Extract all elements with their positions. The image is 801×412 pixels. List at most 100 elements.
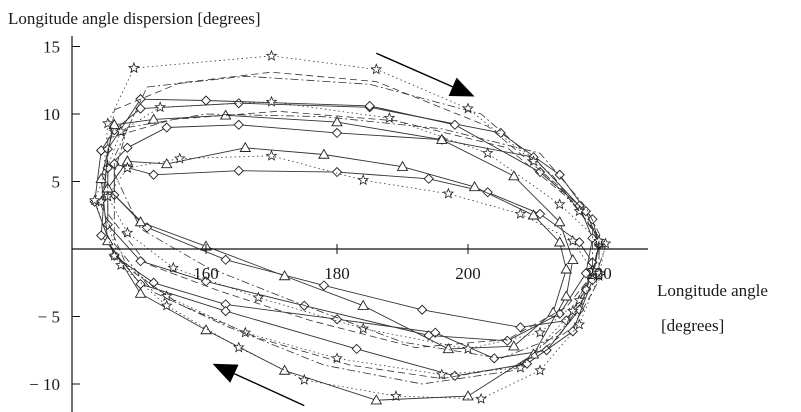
x-tick-label: 220 xyxy=(586,264,612,283)
data-point-star xyxy=(173,152,186,164)
data-point-star xyxy=(357,322,370,334)
arrow-shaft-2 xyxy=(234,373,305,407)
series-12 xyxy=(113,113,606,359)
data-point-diamond xyxy=(534,208,546,220)
data-point-triangle xyxy=(239,141,252,152)
series-line xyxy=(100,71,600,380)
data-point-star xyxy=(573,205,586,217)
ticks: 160 180 200 220 15 10 5 − 5 − 10 xyxy=(29,38,612,395)
data-point-star xyxy=(265,49,278,61)
data-point-diamond xyxy=(161,122,172,133)
data-point-triangle xyxy=(436,133,448,144)
data-point-star xyxy=(101,117,114,129)
data-point-star xyxy=(514,207,527,219)
data-point-diamond xyxy=(449,370,461,382)
data-point-diamond xyxy=(318,280,330,291)
series-9 xyxy=(101,149,599,354)
data-point-star xyxy=(370,63,383,75)
data-point-diamond xyxy=(449,119,461,130)
series-8 xyxy=(88,95,605,380)
data-point-star xyxy=(115,125,127,137)
series-line xyxy=(94,101,600,376)
data-point-star xyxy=(331,352,343,364)
data-point-diamond xyxy=(495,127,506,139)
data-point-diamond xyxy=(423,173,434,184)
data-point-star xyxy=(435,368,448,380)
series-line xyxy=(107,155,593,350)
data-point-triangle xyxy=(527,209,540,220)
data-point-diamond xyxy=(233,165,244,176)
data-point-star xyxy=(357,174,370,186)
data-point-diamond xyxy=(148,169,159,180)
data-point-diamond xyxy=(482,187,493,198)
data-point-triangle xyxy=(357,299,369,310)
data-point-star xyxy=(390,389,402,402)
series-10 xyxy=(100,71,600,380)
data-point-triangle xyxy=(331,116,343,127)
data-point-star xyxy=(108,249,121,261)
direction-arrows xyxy=(212,52,475,407)
series-line xyxy=(94,102,600,359)
series-layer xyxy=(88,49,612,405)
series-7 xyxy=(95,49,612,404)
data-point-triangle xyxy=(442,342,455,354)
data-point-diamond xyxy=(567,326,578,337)
x-tick-label: 200 xyxy=(455,264,481,283)
series-line xyxy=(100,114,574,401)
y-tick-label: 10 xyxy=(43,105,60,124)
data-point-star xyxy=(462,342,474,354)
data-point-triangle xyxy=(101,234,114,246)
data-point-diamond xyxy=(580,268,592,279)
series-line xyxy=(113,163,593,328)
data-point-triangle xyxy=(147,113,160,124)
data-point-triangle xyxy=(567,253,579,264)
data-point-triangle xyxy=(134,216,147,227)
y-tick-label: 5 xyxy=(52,173,61,192)
data-point-star xyxy=(154,101,166,113)
data-point-triangle xyxy=(508,340,520,351)
series-2 xyxy=(102,119,598,346)
data-point-star xyxy=(88,194,101,206)
data-point-triangle xyxy=(160,158,173,169)
data-point-star xyxy=(121,226,134,238)
series-line xyxy=(107,147,567,350)
data-point-diamond xyxy=(489,353,500,364)
data-point-star xyxy=(527,155,540,167)
data-point-star xyxy=(475,392,487,404)
data-point-triangle xyxy=(318,148,330,159)
data-point-diamond xyxy=(220,305,231,317)
data-point-triangle xyxy=(508,170,520,181)
data-point-triangle xyxy=(468,180,481,192)
data-point-diamond xyxy=(331,314,343,325)
data-point-star xyxy=(298,373,311,385)
data-point-star xyxy=(167,261,180,273)
y-axis-label: Longitude angle dispersion [degrees] xyxy=(8,9,261,28)
data-point-star xyxy=(514,361,527,373)
data-point-triangle xyxy=(396,160,409,171)
x-tick-label: 180 xyxy=(324,264,350,283)
data-point-star xyxy=(121,161,134,173)
series-line xyxy=(113,113,606,359)
data-point-triangle xyxy=(200,324,212,335)
data-point-star xyxy=(573,294,586,306)
series-line xyxy=(113,75,593,385)
arrow-shaft-1 xyxy=(376,52,453,88)
data-point-star xyxy=(252,291,265,303)
data-point-star xyxy=(160,299,173,311)
data-point-triangle xyxy=(278,270,291,281)
series-1 xyxy=(89,98,605,364)
data-point-star xyxy=(232,341,245,353)
data-point-star xyxy=(442,187,455,199)
x-axis-unit-label: [degrees] xyxy=(661,316,724,335)
data-point-diamond xyxy=(364,100,375,112)
data-point-star xyxy=(383,112,396,123)
data-point-star xyxy=(553,198,566,210)
data-point-star xyxy=(534,364,546,376)
series-13 xyxy=(113,75,593,385)
data-point-star xyxy=(481,147,494,159)
data-point-diamond xyxy=(417,304,428,315)
y-tick-label: 15 xyxy=(43,38,60,57)
data-point-diamond xyxy=(200,95,212,106)
data-point-diamond xyxy=(534,166,546,178)
